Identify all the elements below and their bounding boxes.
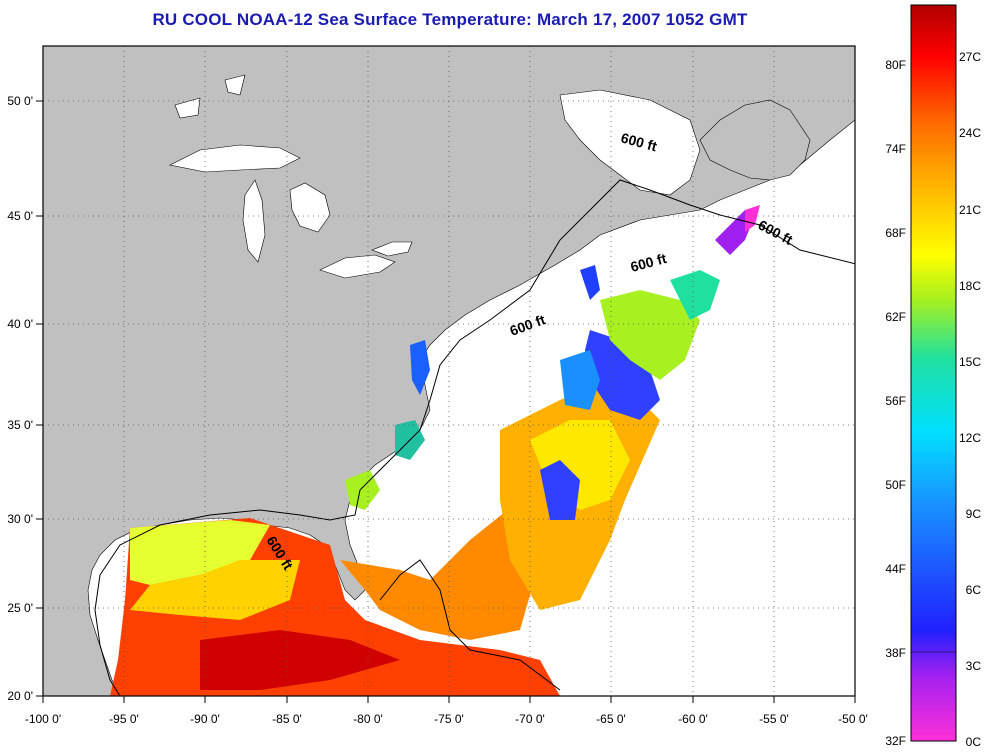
fahrenheit-label: 38F [885, 646, 906, 660]
lat-label: 45 0' [7, 209, 33, 223]
tick-marks [36, 100, 856, 703]
celsius-label: 15C [959, 355, 981, 369]
celsius-label: 27C [959, 50, 981, 64]
lat-label: 30 0' [7, 512, 33, 526]
lon-label: -100 0' [25, 712, 61, 726]
celsius-label: 18C [959, 279, 981, 293]
celsius-label: 6C [966, 583, 982, 597]
lon-labels: -100 0' -95 0' -90 0' -85 0' -80 0' -75 … [25, 712, 868, 726]
great-lakes [169, 74, 413, 279]
lat-label: 35 0' [7, 418, 33, 432]
map-title: RU COOL NOAA-12 Sea Surface Temperature:… [152, 10, 748, 29]
colorbar-gradient [910, 4, 957, 742]
lon-label: -85 0' [272, 712, 302, 726]
celsius-labels: 27C 24C 21C 18C 15C 12C 9C 6C 3C 0C [959, 50, 981, 749]
fahrenheit-label: 50F [885, 478, 906, 492]
lon-label: -95 0' [109, 712, 139, 726]
fahrenheit-labels: 80F 74F 68F 62F 56F 50F 44F 38F 32F [885, 58, 906, 748]
lon-label: -80 0' [353, 712, 383, 726]
fahrenheit-label: 68F [885, 226, 906, 240]
celsius-label: 12C [959, 431, 981, 445]
colorbar [910, 4, 957, 742]
fahrenheit-label: 32F [885, 734, 906, 748]
fahrenheit-label: 56F [885, 394, 906, 408]
lon-label: -90 0' [190, 712, 220, 726]
map-grid [43, 46, 855, 696]
celsius-label: 21C [959, 203, 981, 217]
st-lawrence-water [559, 89, 701, 196]
lat-label: 25 0' [7, 601, 33, 615]
sst-swath [110, 205, 760, 696]
celsius-label: 24C [959, 126, 981, 140]
celsius-label: 9C [966, 507, 982, 521]
lon-label: -75 0' [434, 712, 464, 726]
celsius-label: 0C [966, 735, 982, 749]
fahrenheit-label: 80F [885, 58, 906, 72]
lon-label: -70 0' [515, 712, 545, 726]
fahrenheit-label: 44F [885, 562, 906, 576]
lon-label: -55 0' [759, 712, 789, 726]
fahrenheit-label: 74F [885, 142, 906, 156]
lat-label: 50 0' [7, 94, 33, 108]
lon-label: -60 0' [678, 712, 708, 726]
isobath-600ft [94, 179, 855, 696]
celsius-label: 3C [966, 659, 982, 673]
lat-label: 20 0' [7, 689, 33, 703]
lat-label: 40 0' [7, 317, 33, 331]
fahrenheit-label: 62F [885, 310, 906, 324]
lat-labels: 50 0' 45 0' 40 0' 35 0' 30 0' 25 0' 20 0… [7, 94, 33, 703]
lon-label: -50 0' [838, 712, 868, 726]
lon-label: -65 0' [596, 712, 626, 726]
land-newfoundland [699, 99, 811, 181]
